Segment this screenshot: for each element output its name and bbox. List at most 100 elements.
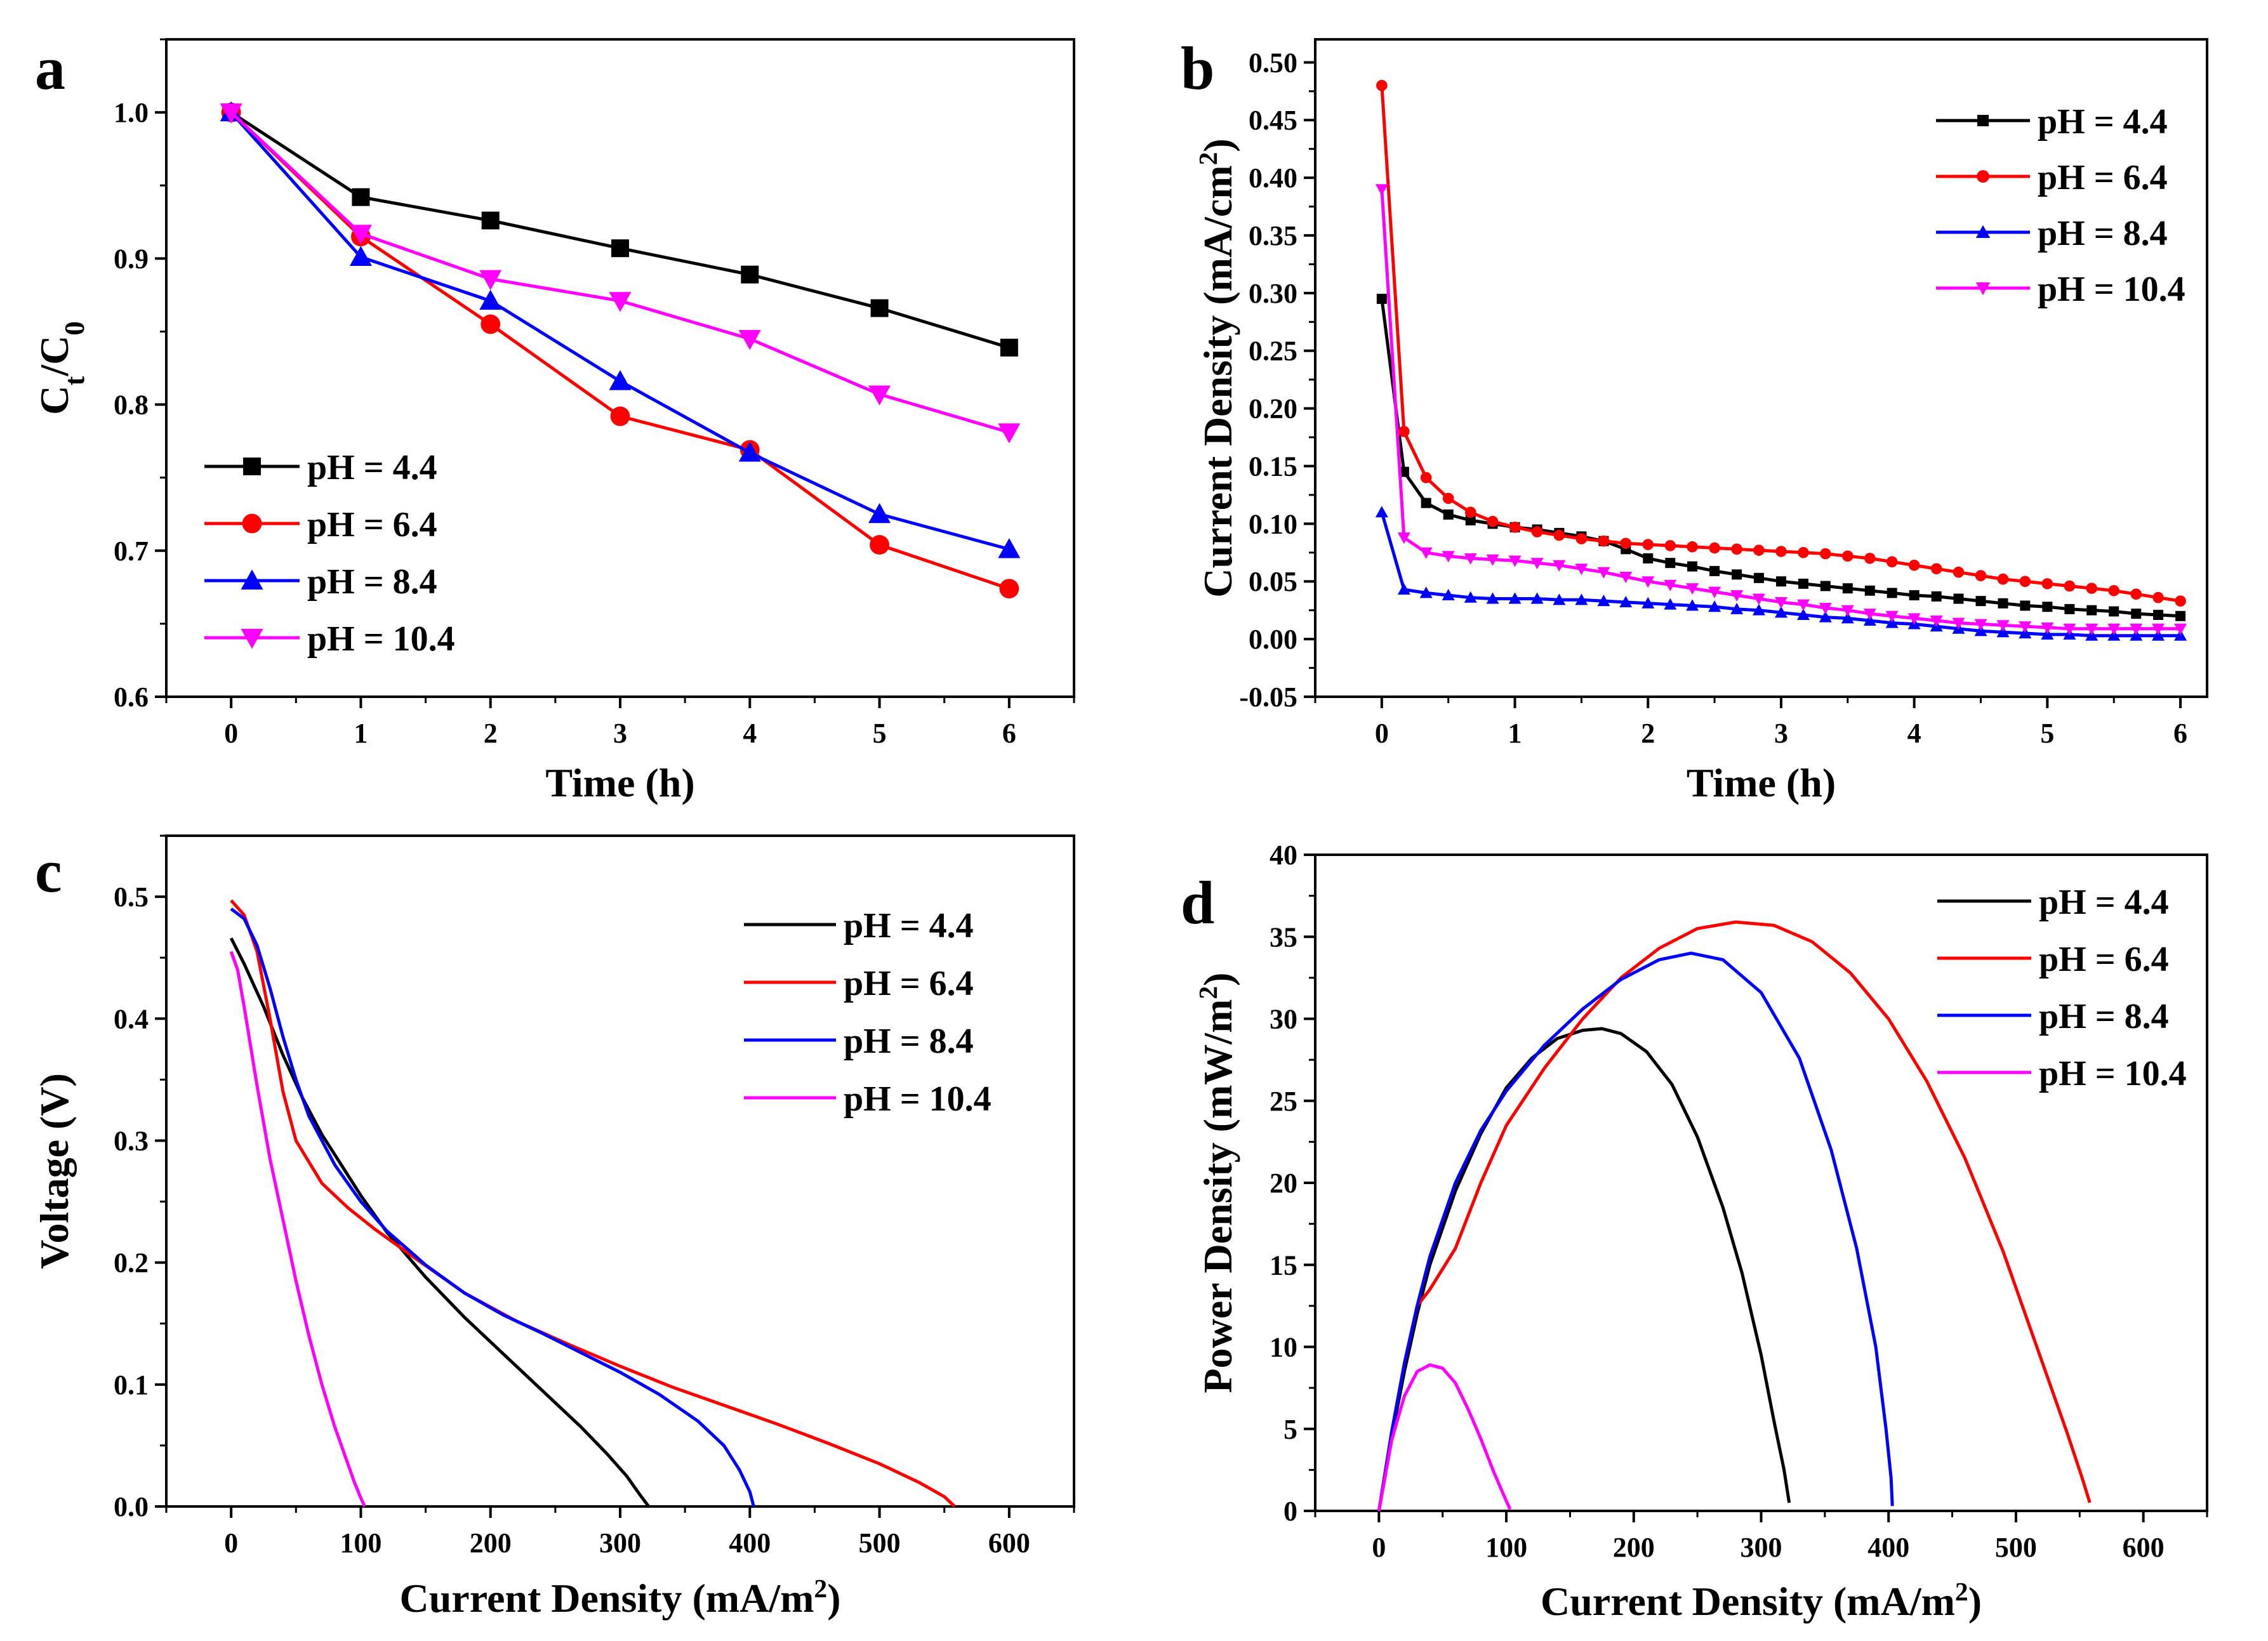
legend-entry: pH = 10.4 <box>744 1079 991 1119</box>
data-point <box>1796 608 1810 620</box>
x-axis-label: Time (h) <box>1687 760 1836 805</box>
y-tick-label: 35 <box>1270 921 1297 952</box>
data-point <box>998 537 1021 558</box>
data-point <box>2086 605 2097 616</box>
data-point <box>1864 585 1875 596</box>
data-point <box>1464 506 1476 518</box>
data-point <box>1775 576 1786 587</box>
data-point <box>1376 293 1387 304</box>
x-tick-label: 500 <box>859 1527 901 1559</box>
data-point <box>1486 554 1499 566</box>
data-point <box>1000 338 1018 357</box>
y-tick-label: 0.9 <box>114 243 149 274</box>
data-point <box>1842 550 1854 562</box>
legend-entry: pH = 4.4 <box>744 906 974 946</box>
data-point <box>2175 595 2186 607</box>
legend-marker <box>1977 115 1989 126</box>
data-point <box>870 299 889 317</box>
data-point <box>1732 569 1742 580</box>
data-point <box>2130 588 2142 600</box>
data-point <box>1686 583 1699 595</box>
y-axis-label: Voltage (V) <box>32 1073 77 1269</box>
data-point <box>1709 565 1720 576</box>
series-line <box>229 937 650 1508</box>
series-3 <box>1377 951 1894 1512</box>
y-tick-label: 25 <box>1270 1086 1297 1117</box>
legend-marker <box>1977 170 1989 183</box>
x-tick-label: 100 <box>340 1527 381 1559</box>
x-tick-label: 6 <box>1002 718 1016 749</box>
data-point <box>1397 583 1410 595</box>
data-point <box>1442 551 1455 563</box>
data-point <box>999 579 1019 599</box>
x-tick-label: 5 <box>2040 718 2054 749</box>
data-point <box>1619 595 1633 607</box>
panel-letter: d <box>1181 869 1214 937</box>
x-tick-label: 6 <box>2173 718 2187 749</box>
data-point <box>1643 553 1654 563</box>
data-point <box>1397 532 1410 544</box>
legend-label: pH = 4.4 <box>844 906 974 946</box>
chart-panel-d: 0 100 200 300 400 500 600 0 5 10 15 20 25 30 35 40 Curre… <box>1181 840 2208 1624</box>
legend-label: pH = 6.4 <box>2039 940 2169 979</box>
data-point <box>2019 576 2031 588</box>
data-point <box>2108 584 2120 596</box>
legend-entry: pH = 4.4 <box>1936 102 2168 142</box>
data-point <box>1819 610 1832 623</box>
legend-entry: pH = 8.4 <box>1937 997 2169 1036</box>
panel-letter: a <box>35 34 65 102</box>
y-tick-label: -0.05 <box>1239 682 1297 713</box>
x-tick-label: 400 <box>1867 1532 1909 1563</box>
x-tick-label: 0 <box>1375 718 1389 749</box>
legend-label: pH = 4.4 <box>307 448 437 487</box>
y-tick-label: 20 <box>1270 1168 1297 1199</box>
data-point <box>2063 623 2076 635</box>
y-tick-label: 0.8 <box>114 390 149 421</box>
y-tick-label: 0.45 <box>1249 105 1297 136</box>
x-tick-label: 1 <box>1508 718 1522 749</box>
data-point <box>1885 610 1899 623</box>
data-point <box>1530 592 1544 604</box>
data-point <box>1841 612 1854 624</box>
data-point <box>1641 576 1655 588</box>
data-point <box>2064 580 2076 592</box>
panel-letter: b <box>1181 34 1214 102</box>
data-point <box>2064 603 2075 614</box>
legend-label: pH = 6.4 <box>307 505 437 544</box>
data-point <box>1996 620 2010 632</box>
data-point <box>1641 596 1655 609</box>
x-tick-label: 4 <box>1907 718 1921 749</box>
series-4 <box>229 951 366 1508</box>
data-point <box>1820 581 1831 591</box>
data-point <box>1443 509 1454 520</box>
series-2 <box>1376 79 2186 607</box>
legend-marker <box>1975 282 1991 296</box>
data-point <box>1531 526 1543 537</box>
data-point <box>349 225 372 245</box>
data-point <box>1664 579 1677 591</box>
x-tick-label: 300 <box>599 1527 641 1559</box>
data-point <box>1420 471 1432 484</box>
x-tick-label: 5 <box>873 718 887 749</box>
data-point <box>870 535 889 555</box>
plot-frame <box>1314 38 2208 698</box>
data-point <box>1686 599 1699 611</box>
data-point <box>2020 600 2031 611</box>
series-1 <box>1377 1027 1791 1512</box>
data-point <box>1598 535 1610 547</box>
legend-entry: pH = 10.4 <box>1936 270 2185 309</box>
series-3 <box>230 907 755 1507</box>
y-tick-label: 0.7 <box>114 536 149 567</box>
data-point <box>481 314 501 334</box>
legend-label: pH = 6.4 <box>844 964 974 1003</box>
data-point <box>1842 583 1853 594</box>
data-point <box>1575 563 1588 576</box>
data-point <box>1619 571 1633 583</box>
data-point <box>2130 623 2143 635</box>
x-tick-label: 0 <box>224 718 238 749</box>
x-tick-label: 200 <box>1613 1532 1655 1563</box>
data-point <box>1464 553 1477 565</box>
series-4 <box>1377 1363 1512 1512</box>
y-tick-label: 0.15 <box>1249 451 1297 482</box>
data-point <box>1863 609 1876 621</box>
